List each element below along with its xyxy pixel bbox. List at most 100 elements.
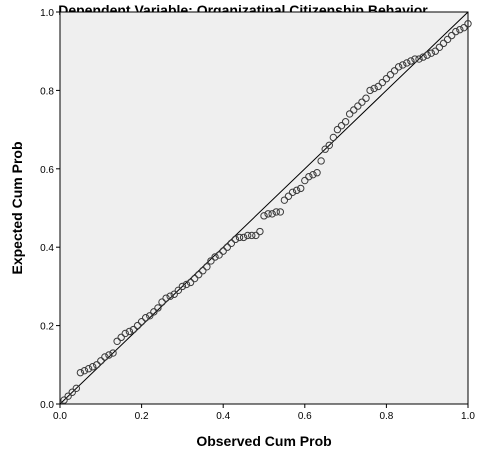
data-point — [452, 27, 460, 36]
data-point — [141, 314, 150, 322]
reference-line — [59, 11, 469, 405]
y-tick-label: 0.0 — [40, 400, 54, 411]
x-tick-label: 0.4 — [216, 411, 230, 422]
data-point — [374, 82, 382, 91]
data-point — [150, 308, 158, 316]
data-point — [174, 286, 183, 295]
data-point — [162, 294, 170, 302]
data-point — [362, 94, 370, 102]
data-point — [203, 263, 211, 271]
data-point — [239, 233, 248, 242]
data-point — [345, 110, 354, 118]
data-point — [305, 172, 313, 181]
data-point — [333, 125, 342, 134]
data-point — [382, 74, 391, 83]
data-point — [97, 357, 105, 365]
data-point — [272, 208, 280, 216]
data-point — [427, 49, 435, 57]
data-point — [284, 192, 293, 200]
y-tick-label: 0.4 — [40, 243, 54, 254]
data-point — [317, 157, 325, 165]
data-point — [260, 212, 268, 220]
data-point — [154, 304, 162, 312]
data-point — [166, 292, 174, 300]
data-point — [80, 366, 89, 375]
data-point — [276, 208, 285, 216]
data-point — [407, 57, 415, 65]
x-tick-label: 0.0 — [53, 411, 67, 422]
data-point — [301, 176, 309, 185]
data-point — [146, 312, 154, 320]
data-point — [390, 67, 399, 75]
data-point — [341, 118, 350, 126]
data-point — [223, 243, 231, 251]
data-point — [211, 253, 219, 261]
data-point — [297, 184, 305, 193]
data-point — [133, 321, 142, 330]
data-point — [219, 247, 227, 255]
data-point — [68, 388, 76, 396]
data-point — [60, 396, 68, 404]
x-tick-label: 0.2 — [135, 411, 149, 422]
data-point — [354, 102, 362, 110]
data-point — [280, 196, 289, 204]
data-point — [88, 363, 97, 371]
data-point — [435, 43, 444, 51]
data-point — [125, 327, 134, 336]
data-point — [186, 278, 195, 287]
data-point — [105, 351, 113, 359]
data-point — [248, 231, 256, 240]
data-point — [460, 23, 468, 32]
data-point — [447, 31, 456, 40]
data-point — [358, 98, 366, 106]
data-point — [464, 20, 472, 28]
data-point — [109, 349, 117, 357]
data-point — [378, 78, 387, 87]
data-point — [456, 25, 464, 34]
data-point — [350, 106, 358, 114]
data-point — [419, 53, 427, 61]
data-point — [76, 368, 85, 377]
data-point — [443, 35, 452, 44]
x-axis-label: Observed Cum Prob — [196, 433, 331, 449]
data-point — [403, 59, 411, 67]
y-tick-label: 0.2 — [40, 322, 54, 333]
data-point — [158, 298, 166, 306]
x-tick-label: 0.6 — [298, 411, 312, 422]
data-point — [431, 47, 440, 55]
data-point — [84, 365, 93, 373]
data-point — [268, 210, 276, 218]
x-tick-label: 1.0 — [461, 411, 475, 422]
y-tick-label: 1.0 — [40, 8, 54, 19]
data-point — [252, 231, 260, 240]
data-point — [72, 384, 81, 393]
data-point — [321, 145, 329, 153]
data-point — [121, 329, 129, 338]
data-point — [227, 239, 236, 247]
data-point — [137, 317, 146, 326]
data-point — [199, 267, 207, 275]
data-point — [394, 63, 403, 71]
data-point — [366, 86, 374, 95]
data-point — [170, 290, 178, 298]
data-point — [386, 71, 395, 79]
data-point — [256, 227, 264, 236]
data-point — [399, 61, 407, 69]
data-point — [243, 231, 252, 240]
data-point — [411, 55, 419, 63]
data-point — [101, 353, 109, 361]
data-point — [313, 169, 321, 177]
data-point — [182, 280, 191, 289]
data-point — [325, 141, 333, 149]
data-point — [292, 186, 301, 195]
data-point — [337, 121, 346, 130]
data-point — [264, 210, 272, 218]
data-point — [93, 361, 101, 369]
y-tick-label: 0.6 — [40, 165, 54, 176]
y-axis-label: Expected Cum Prob — [9, 141, 25, 274]
data-point — [178, 282, 187, 291]
data-point — [370, 84, 378, 93]
data-point — [195, 270, 203, 279]
data-point — [439, 39, 448, 48]
